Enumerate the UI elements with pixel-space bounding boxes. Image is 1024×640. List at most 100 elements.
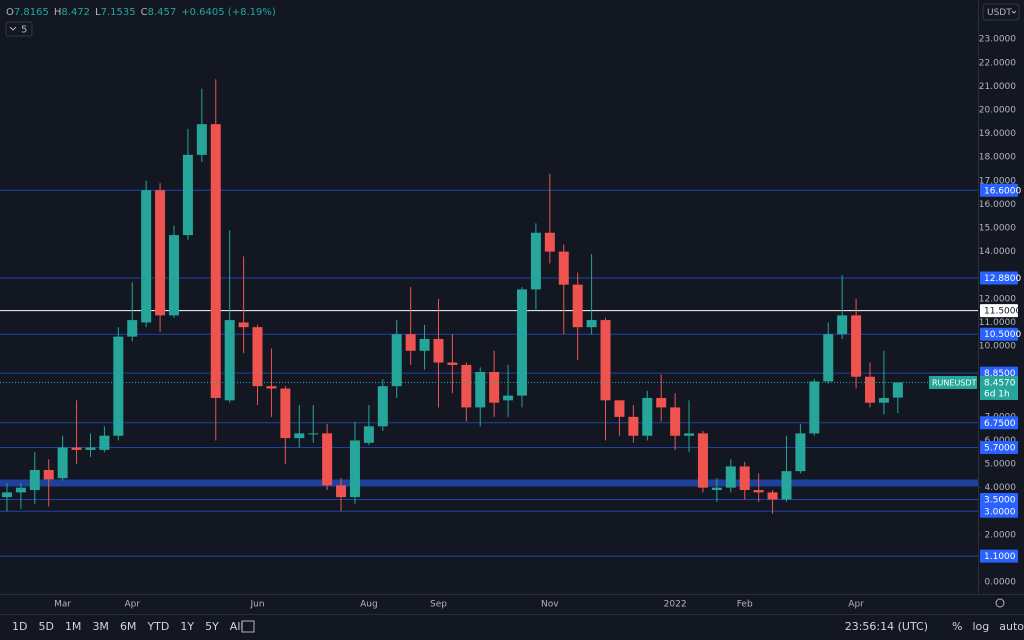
candle-body (294, 433, 305, 439)
settings-icon[interactable] (995, 598, 1005, 608)
candle-body (433, 338, 444, 363)
candle-body (280, 388, 291, 439)
range-button[interactable]: 1M (65, 620, 82, 633)
candle-body (670, 407, 681, 436)
level-label: 8.8500 (984, 369, 1016, 379)
legend-value: 7.8165 (14, 7, 49, 18)
candle-body (628, 416, 639, 436)
candle-body (57, 447, 68, 479)
y-tick-label: 19.0000 (979, 129, 1016, 139)
range-button[interactable]: 5D (38, 620, 53, 633)
y-tick-label: 12.0000 (979, 294, 1016, 304)
candle-body (711, 487, 722, 491)
x-tick-label: Sep (430, 600, 447, 610)
candle-body (837, 315, 848, 335)
level-label-bg (980, 304, 1018, 318)
chevron (1011, 10, 1017, 14)
indicator-toggle[interactable] (5, 21, 33, 37)
candle-body (530, 232, 541, 290)
legend-key: O (6, 7, 14, 18)
candle-body (349, 440, 360, 498)
range-button[interactable]: YTD (146, 620, 169, 633)
candle-body (1, 492, 12, 498)
candle-body (155, 190, 166, 316)
y-tick-label: 0.0000 (985, 578, 1017, 588)
candle-body (196, 124, 207, 155)
candle-body (238, 322, 249, 328)
y-tick-label: 21.0000 (979, 82, 1016, 92)
candle-body (656, 397, 667, 408)
level-label: 11.5000 (984, 307, 1021, 317)
y-tick-label: 14.0000 (979, 247, 1016, 257)
x-tick-label: Apr (848, 600, 864, 610)
candle-body (586, 320, 597, 328)
y-tick-label: 15.0000 (979, 224, 1016, 234)
level-label-bg (980, 416, 1018, 430)
candle-body (517, 289, 527, 396)
legend-key: L (95, 7, 101, 18)
candle-body (544, 232, 555, 252)
x-tick-label: Aug (360, 600, 378, 610)
ohlc-legend: O7.8165 H8.472 L7.1535 C8.457 +0.6405 (+8.19… (6, 7, 276, 18)
y-tick-label: 17.0000 (979, 176, 1016, 186)
legend-value: 8.472 (61, 7, 90, 18)
candle-body (823, 334, 834, 382)
candle-body (739, 466, 750, 491)
range-button[interactable]: All (230, 620, 244, 633)
range-button[interactable]: 1Y (180, 620, 194, 633)
header: O7.8165 H8.472 L7.1535 C8.457 +0.6405 (+8.19… (6, 7, 276, 18)
candle-body (878, 397, 889, 403)
candle-body (377, 386, 388, 427)
y-tick-label: 16.0000 (979, 200, 1016, 210)
candle-body (614, 400, 625, 417)
candle-body (322, 433, 333, 486)
candle-body (405, 334, 416, 351)
candle-body (169, 235, 179, 316)
countdown: 6d 1h (984, 389, 1010, 399)
candle-body (697, 433, 708, 488)
candle-body (600, 320, 611, 401)
level-label: 5.7000 (984, 444, 1016, 454)
candle-body (767, 492, 778, 500)
candle-body (43, 469, 54, 480)
scale-option[interactable]: % (952, 620, 962, 633)
candle-body (85, 447, 96, 450)
symbol-label-bg (929, 375, 977, 389)
date-range-icon[interactable] (241, 620, 255, 633)
candle-body (684, 433, 695, 436)
scale-option[interactable]: log (972, 620, 989, 633)
chevron (9, 26, 17, 31)
candle-body (781, 471, 792, 500)
range-button[interactable]: 3M (92, 620, 109, 633)
candle-body (725, 466, 736, 488)
scale-option[interactable]: auto (999, 620, 1024, 633)
x-tick-label: Nov (541, 600, 559, 610)
candle-body (851, 315, 862, 377)
candle-body (865, 376, 875, 403)
last-price-bg (980, 375, 1018, 400)
candle-body (336, 485, 347, 498)
currency-select[interactable] (982, 3, 1020, 21)
level-label-bg (980, 549, 1018, 563)
level-label: 6.7500 (984, 419, 1016, 429)
legend-key: H (54, 7, 62, 18)
candle-body (127, 320, 138, 337)
range-button[interactable]: 5Y (205, 620, 219, 633)
candle-body (753, 490, 764, 493)
level-label: 12.8800 (984, 274, 1021, 284)
candle-body (266, 386, 277, 389)
legend-value: 7.1535 (101, 7, 136, 18)
x-tick-label: Mar (54, 600, 71, 610)
candle-body (29, 469, 40, 491)
candle-body (795, 433, 806, 472)
x-tick-label: 2022 (664, 600, 687, 610)
range-button[interactable]: 1D (12, 620, 27, 633)
symbol-label: RUNEUSDT (932, 378, 977, 387)
candle-body (141, 190, 152, 323)
y-tick-label: 20.0000 (979, 105, 1016, 115)
range-button[interactable]: 6M (120, 620, 137, 633)
candle-body (391, 334, 402, 387)
y-tick-label: 5.0000 (985, 460, 1017, 470)
legend-key: C (141, 7, 148, 18)
